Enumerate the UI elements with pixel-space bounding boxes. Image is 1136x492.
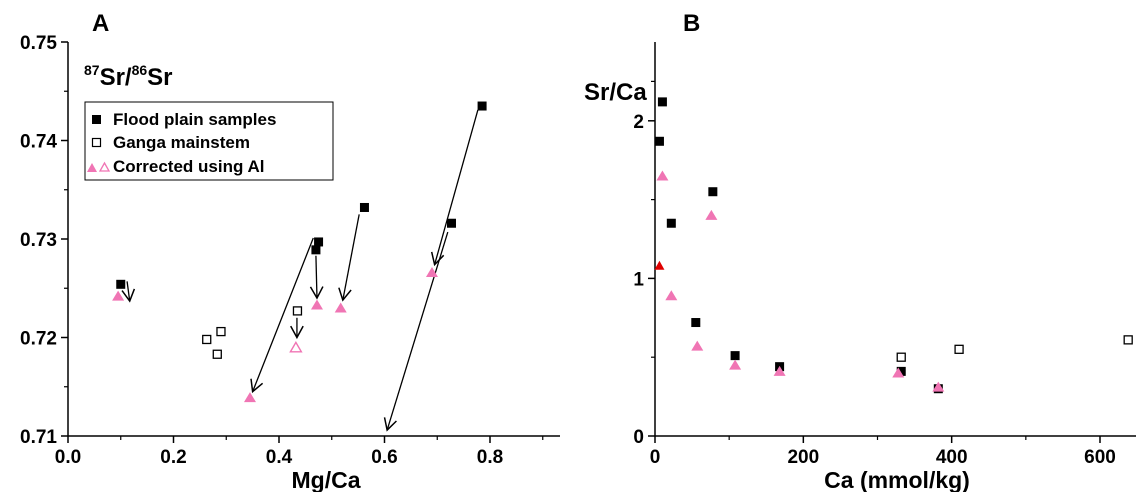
legend-marker-filled-triangle — [87, 163, 97, 172]
data-point-filled-triangle — [932, 381, 945, 392]
data-point-open-square — [292, 306, 303, 316]
data-point-filled-square — [666, 218, 676, 228]
data-point-filled-triangle — [334, 302, 347, 313]
data-point-red-triangle — [654, 260, 665, 270]
panel-b-y-ticks: 0 1 2 — [633, 80, 655, 448]
data-point-open-square — [954, 344, 964, 354]
y-tick-label: 1 — [633, 269, 644, 290]
data-point-filled-square — [116, 279, 126, 289]
data-point-filled-triangle — [705, 209, 718, 220]
panel-a-chart: A 87Sr/86Sr 0.710.720.730.740.75 0.0 0.2 0… — [20, 10, 560, 492]
data-point-filled-square — [657, 97, 667, 107]
arrow-shaft — [386, 231, 449, 431]
data-point-filled-square — [311, 245, 321, 255]
data-point-open-square — [202, 334, 212, 345]
y-tick-label: 0.72 — [20, 329, 57, 350]
y-tick-label: 0.75 — [20, 33, 57, 54]
y-tick-label: 0 — [633, 427, 644, 448]
panel-b-x-ticks: 0 200 400 600 — [650, 436, 1116, 468]
data-point-filled-triangle — [892, 367, 905, 378]
data-point-filled-square — [730, 351, 740, 361]
data-point-filled-triangle — [773, 365, 786, 376]
data-point-filled-triangle — [729, 359, 742, 370]
data-point-open-square — [212, 349, 222, 359]
arrow-head — [383, 417, 397, 432]
data-point-open-square — [1123, 335, 1133, 345]
x-tick-label: 0 — [650, 447, 661, 468]
panel-a-points — [112, 101, 487, 403]
x-tick-label: 0.2 — [160, 447, 186, 468]
data-point-filled-square — [477, 101, 487, 111]
panel-b-y-axis-title: Sr/Ca — [584, 79, 647, 106]
y-tick-label: 0.73 — [20, 230, 57, 251]
arrow-head — [121, 288, 136, 303]
panel-b-chart: B Sr/Ca 0 1 2 0 200 400 600 Ca (mmol/kg) — [584, 10, 1136, 492]
panel-a-x-ticks: 0.0 0.2 0.4 0.6 0.8 — [55, 436, 544, 468]
y-tick-label: 0.71 — [20, 427, 57, 448]
arrow-head — [309, 286, 324, 300]
data-point-filled-triangle — [112, 290, 125, 301]
data-point-filled-triangle — [310, 299, 323, 310]
data-point-filled-square — [896, 366, 906, 376]
data-point-filled-square — [446, 218, 456, 228]
arrow-shaft — [342, 214, 360, 301]
panel-b-x-axis-title: Ca (mmol/kg) — [824, 467, 970, 492]
data-point-open-square — [216, 326, 226, 337]
data-point-filled-square — [359, 202, 369, 212]
arrow-shaft — [433, 109, 479, 265]
data-point-open-square — [896, 352, 906, 362]
panel-a-y-axis-title: 87Sr/86Sr — [84, 62, 173, 91]
x-tick-label: 0.4 — [266, 447, 293, 468]
data-point-filled-triangle — [243, 392, 256, 403]
panel-b-points — [654, 97, 1133, 394]
panel-a-arrows — [121, 109, 479, 432]
data-point-filled-square — [708, 187, 718, 197]
legend-box — [84, 101, 334, 181]
x-tick-label: 0.6 — [371, 447, 397, 468]
legend-label-flood-plain: Flood plain samples — [113, 110, 276, 129]
x-tick-label: 600 — [1084, 447, 1116, 468]
arrow-head — [338, 287, 352, 302]
data-point-filled-triangle — [656, 170, 669, 181]
panel-a-legend: Flood plain samples Ganga mainstem Corre… — [84, 101, 334, 181]
arrow-head — [290, 325, 304, 340]
x-tick-label: 0.0 — [55, 447, 81, 468]
arrow-shaft — [252, 237, 314, 392]
legend-marker-filled-square — [92, 115, 101, 124]
x-tick-label: 200 — [787, 447, 819, 468]
data-point-filled-triangle — [691, 340, 704, 351]
panel-b-label: B — [683, 10, 700, 37]
data-point-filled-triangle — [425, 266, 438, 277]
data-point-filled-square — [691, 318, 701, 328]
legend-marker-open-square — [91, 137, 102, 148]
data-point-filled-square — [314, 237, 324, 247]
arrow-head — [250, 378, 264, 394]
panel-a-x-axis-title: Mg/Ca — [292, 467, 361, 492]
y-tick-label: 0.74 — [20, 132, 57, 153]
legend-label-ganga: Ganga mainstem — [113, 133, 250, 152]
data-point-filled-triangle — [665, 290, 678, 301]
panel-a-y-ticks: 0.71 0.72 0.73 0.74 0.75 — [20, 33, 68, 448]
x-tick-label: 400 — [936, 447, 968, 468]
panel-a-label: A — [92, 10, 109, 37]
arrow-head — [430, 251, 445, 267]
y-tick-label: 2 — [633, 112, 644, 133]
data-point-open-triangle — [289, 340, 303, 353]
legend-marker-open-triangle — [98, 161, 111, 172]
data-point-filled-square — [654, 136, 664, 146]
arrow-shaft — [315, 255, 318, 299]
x-tick-label: 0.8 — [477, 447, 503, 468]
arrow-shaft — [126, 281, 131, 302]
legend-label-corrected: Corrected using Al — [113, 157, 264, 176]
